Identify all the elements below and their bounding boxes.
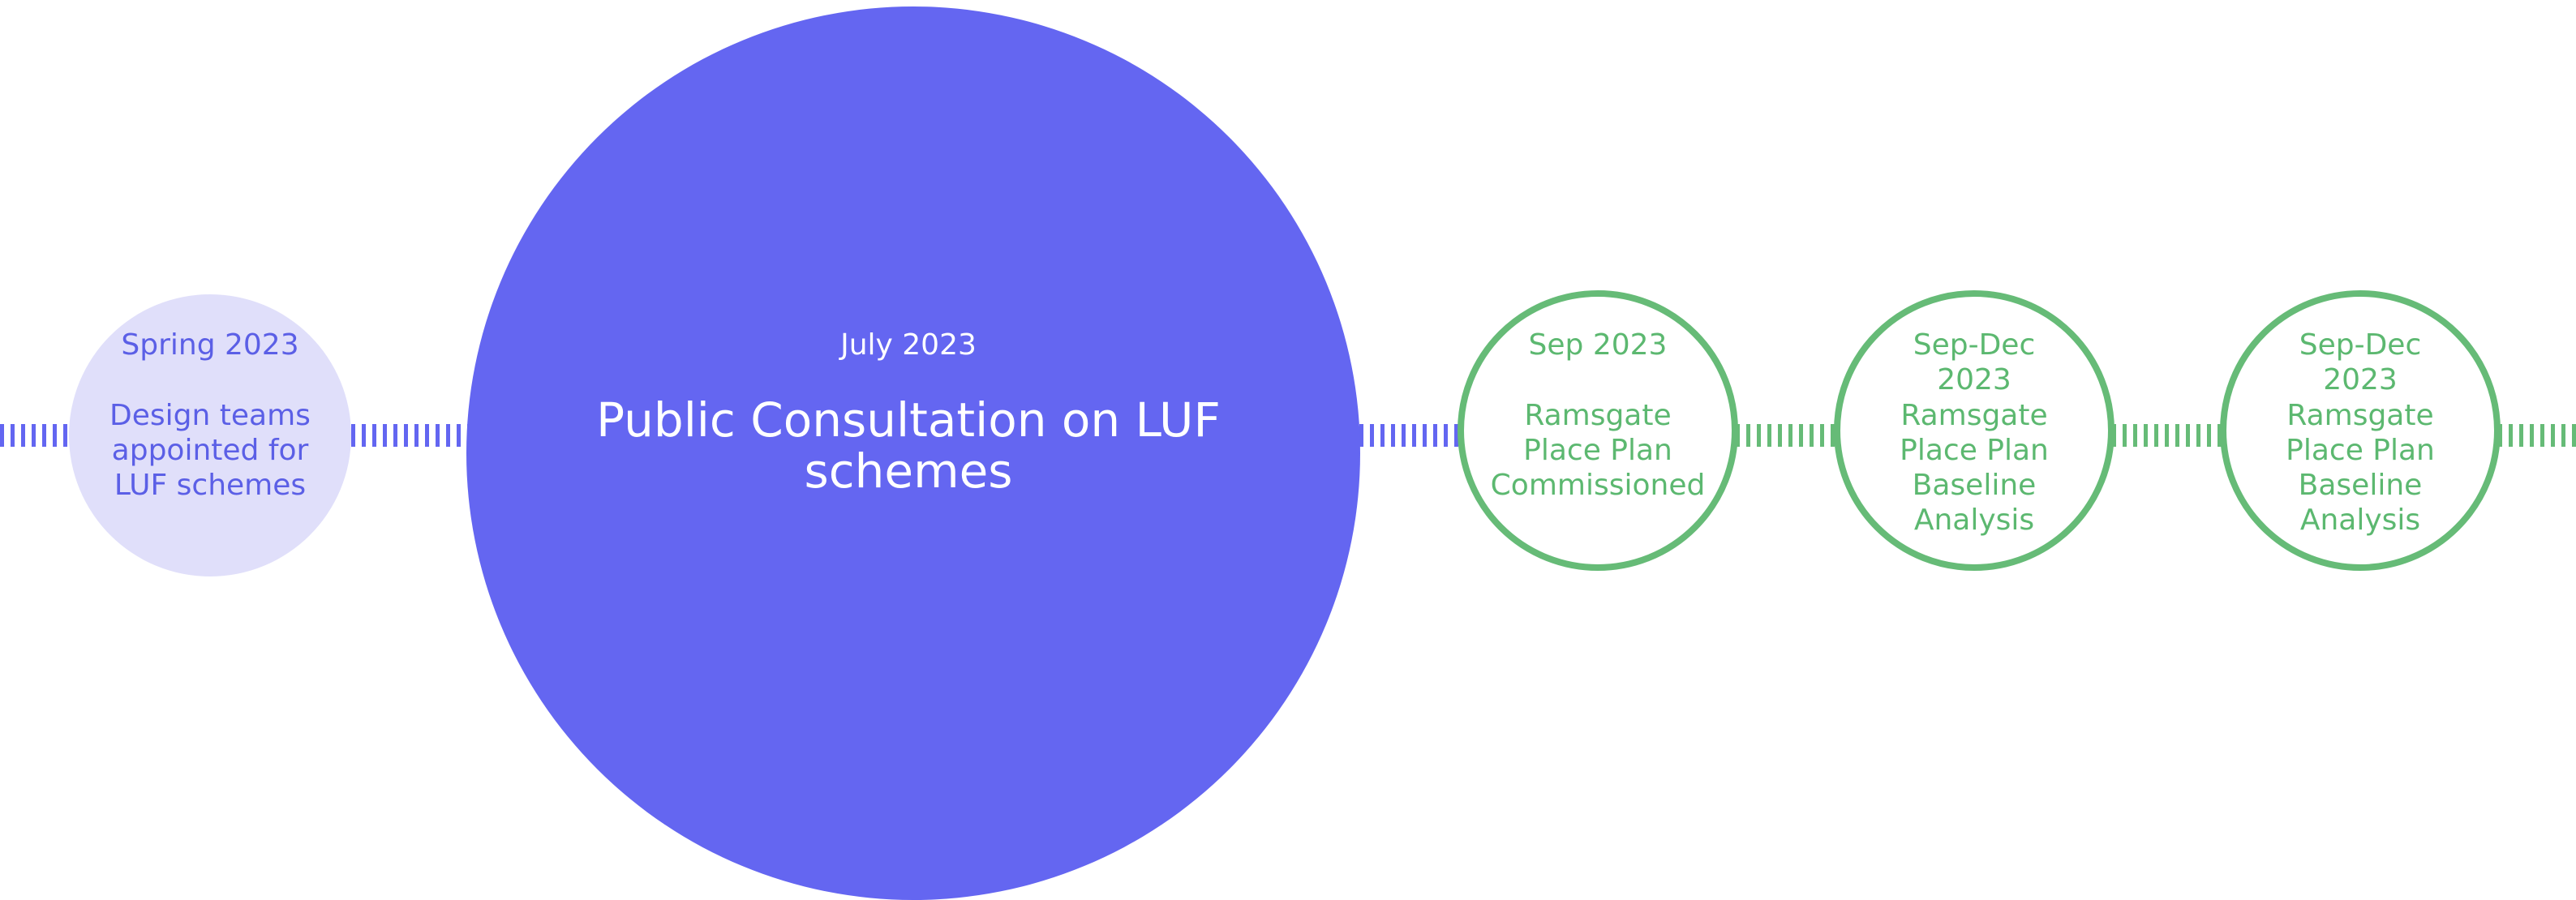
milestone-label: Baseline [1913,469,2037,502]
milestone-date: 2023 [2323,363,2398,396]
milestone-label: Design teams [109,399,311,432]
milestone-label: Baseline [2299,469,2423,502]
milestone-date: Sep-Dec [1913,328,2036,362]
milestone-label: LUF schemes [114,469,306,502]
milestone-circle [466,6,1360,900]
milestone-label: Public Consultation on LUF [596,392,1221,448]
milestone-label: Ramsgate [1900,399,2047,432]
milestone-label: Analysis [1914,504,2034,537]
milestone-circle [1458,290,1738,571]
milestone-label: Ramsgate [2286,399,2433,432]
milestone-circle [2220,290,2501,571]
milestone-label: Place Plan [1523,434,1672,467]
milestone-date: 2023 [1937,363,2011,396]
milestone-label: appointed for [112,434,309,467]
milestone-label: Place Plan [2286,434,2435,467]
milestone-date: July 2023 [839,328,977,362]
milestone-label: Commissioned [1491,469,1706,502]
milestone-label: Place Plan [1900,434,2049,467]
milestone-circle [69,294,351,576]
milestone-label: Ramsgate [1524,399,1671,432]
milestone-date: Sep-Dec [2299,328,2422,362]
milestone-circle [1834,290,2114,571]
milestone-label: schemes [805,444,1013,499]
milestone-date: Sep 2023 [1529,328,1668,362]
milestone-date: Spring 2023 [121,328,298,362]
milestone-label: Analysis [2300,504,2420,537]
